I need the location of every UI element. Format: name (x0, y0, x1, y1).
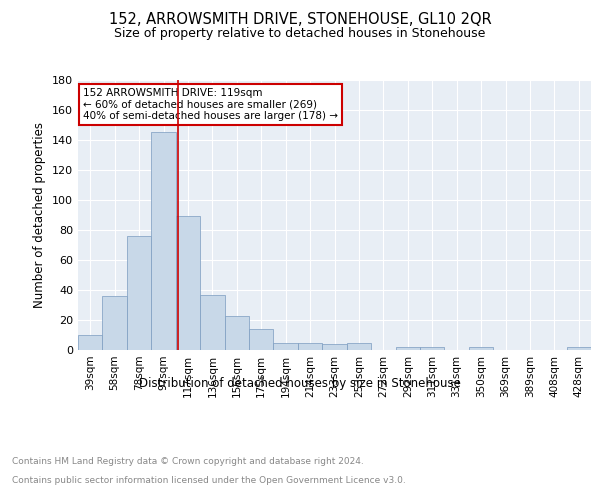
Text: 152 ARROWSMITH DRIVE: 119sqm
← 60% of detached houses are smaller (269)
40% of s: 152 ARROWSMITH DRIVE: 119sqm ← 60% of de… (83, 88, 338, 122)
Bar (200, 294, 224, 350)
Bar (151, 132, 176, 350)
Y-axis label: Number of detached properties: Number of detached properties (34, 122, 46, 308)
Bar (224, 316, 249, 350)
Bar (420, 347, 445, 350)
Bar (322, 344, 347, 350)
Bar (298, 342, 322, 350)
Bar (566, 347, 591, 350)
Bar (469, 347, 493, 350)
Text: Size of property relative to detached houses in Stonehouse: Size of property relative to detached ho… (115, 28, 485, 40)
Text: Contains HM Land Registry data © Crown copyright and database right 2024.: Contains HM Land Registry data © Crown c… (12, 458, 364, 466)
Bar (176, 216, 200, 350)
Bar (249, 329, 274, 350)
Text: Contains public sector information licensed under the Open Government Licence v3: Contains public sector information licen… (12, 476, 406, 485)
Text: 152, ARROWSMITH DRIVE, STONEHOUSE, GL10 2QR: 152, ARROWSMITH DRIVE, STONEHOUSE, GL10 … (109, 12, 491, 28)
Bar (103, 296, 127, 350)
Bar (347, 342, 371, 350)
Bar (127, 236, 151, 350)
Bar (395, 347, 420, 350)
Bar (274, 342, 298, 350)
Text: Distribution of detached houses by size in Stonehouse: Distribution of detached houses by size … (139, 378, 461, 390)
Bar (78, 335, 103, 350)
